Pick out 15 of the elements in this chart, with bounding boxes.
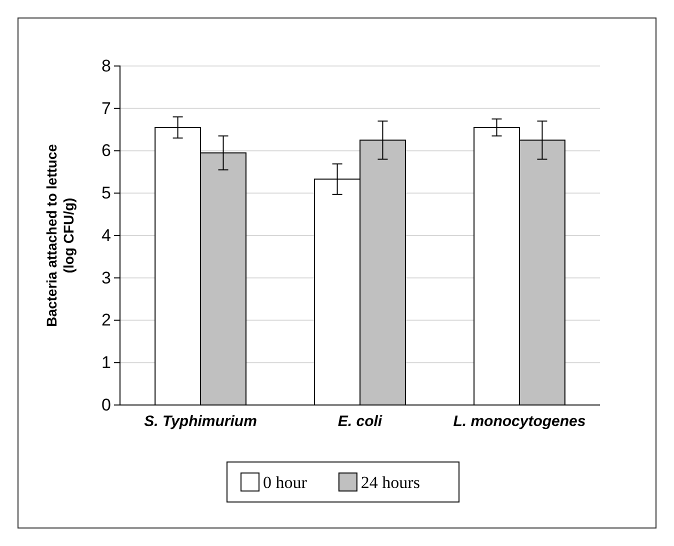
y-tick-label: 1 — [102, 353, 111, 372]
x-tick-label: S. Typhimurium — [144, 413, 257, 430]
y-tick-label: 0 — [102, 395, 111, 414]
y-axis-title: Bacteria attached to lettuce (log CFU/g) — [44, 144, 76, 327]
y-tick-label: 3 — [102, 268, 111, 288]
y-tick-label: 7 — [102, 98, 111, 118]
y-tick-label: 8 — [102, 56, 111, 76]
legend-label: 24 hours — [360, 473, 420, 492]
y-tick-label: 6 — [102, 141, 111, 160]
y-tick-label: 2 — [102, 310, 111, 330]
legend-label: 0 hour — [263, 473, 308, 492]
y-tick-label: 4 — [102, 226, 111, 245]
y-tick-label: 5 — [102, 184, 111, 203]
x-tick-label: L. monocytogenes — [453, 413, 586, 430]
x-tick-label: E. coli — [338, 413, 383, 430]
